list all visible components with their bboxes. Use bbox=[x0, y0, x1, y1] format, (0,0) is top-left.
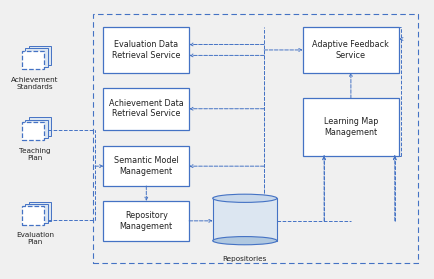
Text: Adaptive Feedback
Service: Adaptive Feedback Service bbox=[312, 40, 389, 60]
Bar bbox=[26, 49, 48, 67]
Bar bbox=[22, 206, 44, 225]
Text: Teaching
Plan: Teaching Plan bbox=[19, 148, 51, 161]
Bar bbox=[103, 27, 189, 73]
Bar bbox=[103, 146, 189, 186]
Bar bbox=[26, 204, 48, 223]
Text: Repositories: Repositories bbox=[223, 256, 267, 262]
Text: Evaluation Data
Retrieval Service: Evaluation Data Retrieval Service bbox=[112, 40, 181, 60]
Bar bbox=[22, 50, 44, 69]
Ellipse shape bbox=[213, 194, 277, 202]
Text: Achievement Data
Retrieval Service: Achievement Data Retrieval Service bbox=[109, 99, 184, 119]
Bar bbox=[29, 117, 51, 136]
Bar bbox=[29, 46, 51, 65]
Bar bbox=[302, 27, 399, 73]
Text: Repository
Management: Repository Management bbox=[120, 211, 173, 230]
Text: Evaluation
Plan: Evaluation Plan bbox=[16, 232, 54, 246]
Text: Semantic Model
Management: Semantic Model Management bbox=[114, 157, 179, 176]
Bar bbox=[26, 119, 48, 138]
Bar bbox=[93, 14, 418, 263]
Bar bbox=[302, 98, 399, 156]
Text: Achievement
Standards: Achievement Standards bbox=[11, 77, 59, 90]
Text: Learning Map
Management: Learning Map Management bbox=[324, 117, 378, 137]
Bar bbox=[213, 198, 277, 241]
Bar bbox=[22, 122, 44, 140]
Ellipse shape bbox=[213, 237, 277, 245]
Bar bbox=[103, 201, 189, 241]
Bar bbox=[29, 202, 51, 221]
Bar bbox=[103, 88, 189, 130]
